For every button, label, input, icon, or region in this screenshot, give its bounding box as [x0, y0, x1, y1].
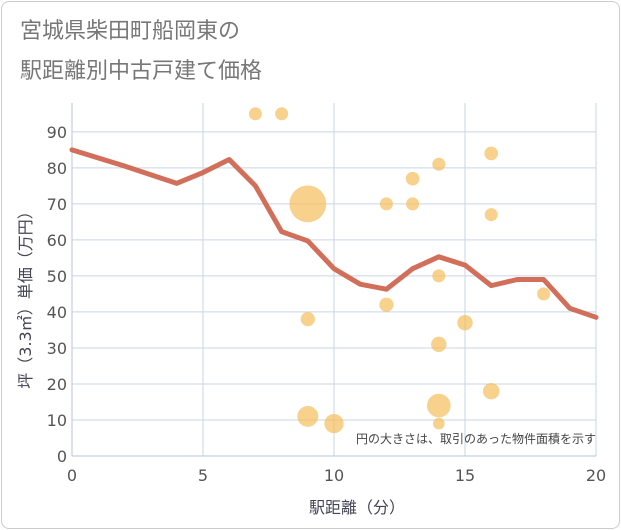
y-tick-label: 90 — [47, 123, 67, 142]
bubble-point — [432, 157, 446, 171]
x-tick-label: 5 — [198, 466, 208, 485]
bubble-point — [379, 197, 393, 211]
bubble-point — [406, 197, 420, 211]
bubble-size-note: 円の大きさは、取引のあった物件面積を示す — [356, 431, 596, 446]
axis-ticks: 0 10 20 30 40 50 60 70 80 90 0 5 10 15 20 — [47, 123, 607, 485]
bubble-point — [300, 312, 315, 327]
bubble-point — [432, 417, 445, 430]
y-tick-label: 80 — [47, 159, 67, 178]
bubble-point — [432, 269, 446, 283]
bubble-point — [457, 315, 473, 331]
bubble-point — [431, 336, 447, 353]
bubble-series — [248, 107, 551, 434]
y-tick-label: 50 — [47, 267, 67, 286]
bubble-point — [426, 393, 451, 418]
x-tick-label: 0 — [67, 466, 77, 485]
chart-title-line-1: 宮城県柴田町船岡東の — [20, 19, 241, 44]
y-tick-label: 40 — [47, 303, 67, 322]
x-tick-label: 10 — [324, 466, 344, 485]
bubble-point — [484, 208, 498, 222]
bubble-point — [405, 171, 420, 186]
x-axis-title: 駅距離（分） — [309, 498, 405, 517]
bubble-point — [289, 185, 327, 223]
y-tick-label: 30 — [47, 339, 67, 358]
bubble-point — [379, 297, 394, 312]
bubble-point — [297, 405, 319, 427]
bubble-point — [275, 107, 289, 121]
y-tick-label: 70 — [47, 195, 67, 214]
bubble-point — [484, 146, 499, 161]
x-tick-label: 20 — [586, 466, 606, 485]
bubble-point — [324, 413, 344, 434]
average-line — [69, 147, 599, 320]
bubble-point — [537, 287, 551, 301]
y-tick-label: 10 — [47, 411, 67, 430]
y-tick-label: 0 — [57, 447, 67, 466]
bubble-point — [482, 382, 500, 400]
y-tick-label: 20 — [47, 375, 67, 394]
grid-lines — [71, 103, 597, 457]
x-tick-label: 15 — [455, 466, 475, 485]
y-axis-title: 坪（3.3㎡）単価（万円） — [16, 203, 35, 388]
y-tick-label: 60 — [47, 231, 67, 250]
chart-title-line-2: 駅距離別中古戸建て価格 — [20, 59, 263, 84]
average-line-series — [69, 147, 599, 320]
bubble-point — [248, 107, 262, 121]
